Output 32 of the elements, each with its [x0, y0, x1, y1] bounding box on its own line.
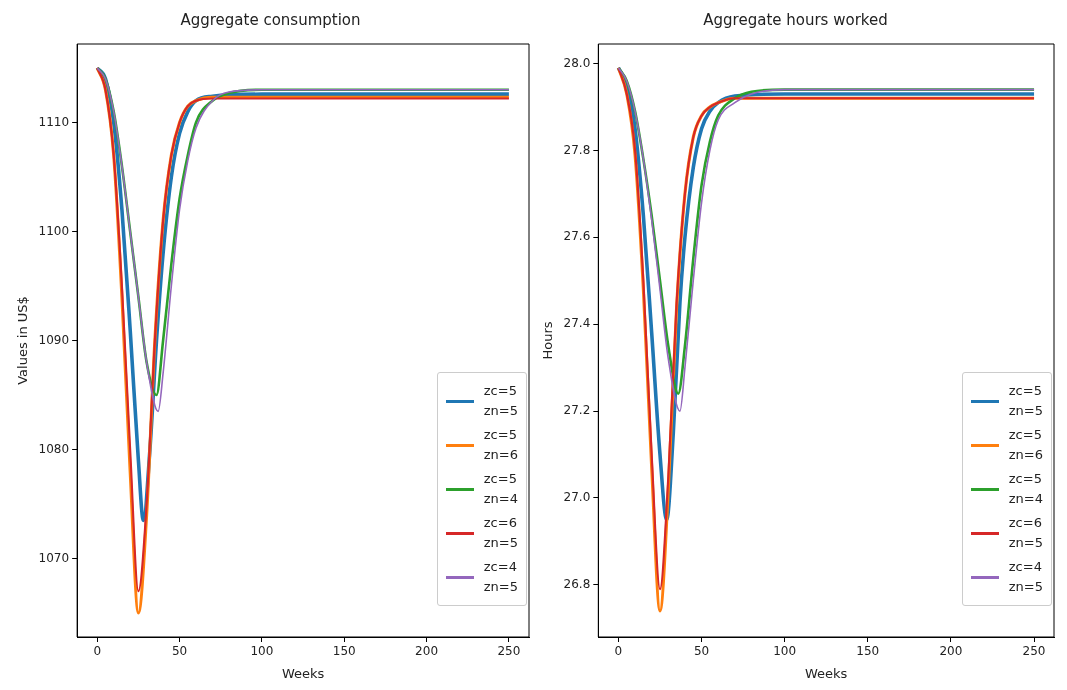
x-tick-label: 50 [693, 644, 710, 659]
y-axis-title: Values in US$ [15, 296, 31, 385]
x-tick-label: 200 [939, 644, 963, 659]
x-tick-label: 250 [1022, 644, 1046, 659]
y-tick-label: 1080 [38, 441, 70, 456]
legend-label: zc=4 zn=5 [483, 558, 518, 596]
y-tick-label: 27.4 [563, 316, 591, 331]
legend-label: zc=4 zn=5 [1008, 558, 1043, 596]
y-tick-label: 28.0 [563, 55, 591, 70]
x-tick-label: 200 [415, 644, 439, 659]
x-tick-label: 0 [93, 644, 102, 659]
x-axis-title: Weeks [281, 665, 325, 681]
x-tick-label: 150 [332, 644, 356, 659]
x-tick-label: 100 [250, 644, 274, 659]
y-tick-label: 27.6 [563, 229, 591, 244]
y-tick-label: 1070 [38, 550, 70, 565]
x-tick-label: 50 [171, 644, 188, 659]
y-tick-label: 1110 [38, 114, 70, 129]
y-tick-label: 1090 [38, 332, 70, 347]
y-tick-label: 27.2 [563, 403, 591, 418]
x-tick-label: 100 [773, 644, 797, 659]
x-tick-label: 0 [614, 644, 623, 659]
y-tick-label: 1100 [38, 223, 70, 238]
x-tick-label: 250 [497, 644, 521, 659]
chart-title: Aggregate hours worked [703, 10, 888, 29]
chart-title: Aggregate consumption [180, 10, 361, 29]
y-axis-title: Hours [540, 321, 556, 360]
y-tick-label: 27.8 [563, 142, 591, 157]
y-tick-label: 27.0 [563, 490, 591, 505]
x-axis-title: Weeks [804, 665, 848, 681]
x-tick-label: 150 [856, 644, 880, 659]
y-tick-label: 26.8 [563, 576, 591, 591]
